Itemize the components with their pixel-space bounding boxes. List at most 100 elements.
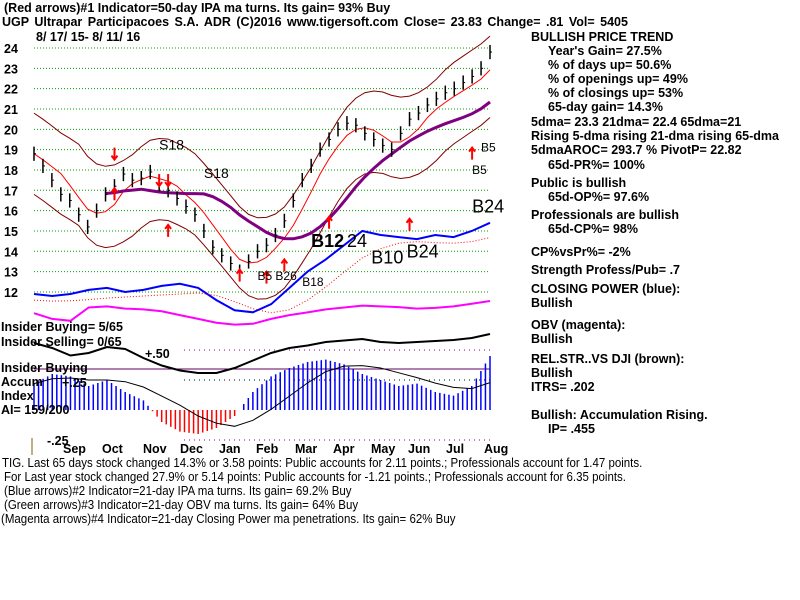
ma-21 bbox=[33, 69, 491, 264]
y-tick-label: 19 bbox=[4, 144, 18, 158]
footer-line-4: (Green arrows)#3 Indicator=21-day OBV ma… bbox=[4, 498, 359, 512]
y-tick-label: 15 bbox=[4, 225, 18, 239]
header-indicator-1: (Red arrows)#1 Indicator=50-day IPA ma t… bbox=[4, 1, 391, 15]
accum-tick-plus50: +.50 bbox=[145, 347, 170, 361]
right-panel-item: % of openings up= 49% bbox=[548, 72, 688, 86]
right-panel-item: Public is bullish bbox=[531, 176, 627, 190]
right-panel-item: 65d-PR%= 100% bbox=[548, 158, 645, 172]
x-tick-label: Nov bbox=[143, 442, 167, 456]
right-panel-item: Bullish: Accumulation Rising. bbox=[531, 408, 708, 422]
signal-label: B5 bbox=[481, 141, 496, 155]
signal-label: S18 bbox=[204, 165, 229, 181]
footer-line-2: For Last year stock changed 27.9% or 5.1… bbox=[4, 470, 626, 484]
ma-65 bbox=[105, 100, 491, 241]
right-panel-item: 65d-OP%= 97.6% bbox=[548, 190, 650, 204]
y-tick-label: 16 bbox=[4, 205, 18, 219]
right-panel-item: 5dmaAROC= 293.7 % PivotP= 22.82 bbox=[531, 143, 742, 157]
signal-label: B18 bbox=[302, 275, 324, 289]
y-tick-label: 18 bbox=[4, 164, 18, 178]
right-panel-item: Bullish bbox=[531, 366, 573, 380]
footer-line-3: (Blue arrows)#2 Indicator=21-day IPA ma … bbox=[4, 484, 352, 498]
right-panel-item: Professionals are bullish bbox=[531, 208, 679, 222]
footer-line-1: TIG. Last 65 days stock changed 14.3% or… bbox=[2, 456, 643, 470]
right-panel-item: Rising 5-dma rising 21-dma rising 65-dma bbox=[531, 129, 779, 143]
right-panel-item: 65-day gain= 14.3% bbox=[548, 100, 663, 114]
right-panel-item: OBV (magenta): bbox=[531, 318, 626, 332]
buy-arrow-head bbox=[262, 269, 271, 277]
right-panel-item: BULLISH PRICE TREND bbox=[531, 30, 674, 44]
y-tick-label: 20 bbox=[4, 123, 18, 137]
date-range: 8/ 17/ 15- 8/ 11/ 16 bbox=[36, 30, 141, 44]
accum-label: Accum bbox=[1, 375, 43, 389]
closing-power-line bbox=[33, 221, 491, 314]
x-tick-label: Apr bbox=[333, 442, 355, 456]
right-panel-item: 5dma= 23.3 21dma= 22.4 65dma=21 bbox=[531, 115, 742, 129]
buy-arrow-head bbox=[468, 145, 476, 153]
upper-band bbox=[33, 35, 491, 219]
right-panel-item: % of closings up= 53% bbox=[548, 86, 684, 100]
signal-label: B24 bbox=[472, 197, 504, 217]
x-tick-label: Jan bbox=[219, 442, 241, 456]
accum-tick-plus25: +.25 bbox=[62, 376, 87, 390]
accum-ma bbox=[33, 365, 491, 427]
x-tick-label: May bbox=[371, 442, 395, 456]
signal-label: B10 bbox=[371, 247, 403, 267]
header-title: UGP Ultrapar Participacoes S.A. ADR (C)2… bbox=[2, 15, 628, 29]
index-label: Index bbox=[1, 389, 34, 403]
right-panel-item: % of days up= 50.6% bbox=[548, 58, 672, 72]
x-tick-label: Sep bbox=[63, 442, 86, 456]
y-tick-label: 12 bbox=[4, 286, 18, 300]
y-tick-label: 23 bbox=[4, 62, 18, 76]
right-panel-item: Bullish bbox=[531, 332, 573, 346]
right-panel-item: Strength Profess/Pub= .7 bbox=[531, 263, 680, 277]
right-panel-item: CLOSING POWER (blue): bbox=[531, 282, 681, 296]
footer-line-5: (Magenta arrows)#4 Indicator=21-day Clos… bbox=[1, 512, 456, 526]
y-tick-label: 21 bbox=[4, 103, 18, 117]
lower-band bbox=[33, 117, 491, 300]
x-tick-label: Feb bbox=[256, 442, 279, 456]
signal-label: 24 bbox=[347, 231, 367, 251]
sell-arrow-head bbox=[164, 181, 172, 188]
obv-line bbox=[33, 300, 491, 326]
signal-label: B24 bbox=[407, 241, 439, 261]
buy-arrow-head bbox=[164, 223, 172, 230]
insider-selling-label: Insider Selling= 0/65 bbox=[1, 335, 122, 349]
right-panel-item: 65d-CP%= 98% bbox=[548, 222, 638, 236]
x-tick-label: Dec bbox=[180, 442, 203, 456]
x-tick-label: Mar bbox=[295, 442, 317, 456]
right-panel-item: REL.STR..VS DJI (brown): bbox=[531, 352, 685, 366]
accum-tick-minus25: -.25 bbox=[47, 434, 69, 448]
x-tick-label: Jun bbox=[408, 442, 430, 456]
right-panel-item: Year's Gain= 27.5% bbox=[548, 44, 662, 58]
insider-buying-label: Insider Buying= 5/65 bbox=[1, 320, 123, 334]
buy-arrow-head bbox=[235, 267, 244, 275]
buy-arrow-head bbox=[325, 215, 333, 222]
right-panel-item: Bullish bbox=[531, 296, 573, 310]
buy-arrow-head bbox=[110, 186, 119, 193]
right-panel-item: CP%vsPr%= -2% bbox=[531, 245, 631, 259]
y-tick-label: 17 bbox=[4, 184, 18, 198]
y-tick-label: 22 bbox=[4, 83, 18, 97]
y-tick-label: 24 bbox=[4, 42, 18, 56]
signal-label: B5 bbox=[472, 163, 487, 177]
insider-buying-line-label: Insider Buying bbox=[1, 361, 88, 375]
x-tick-label: Jul bbox=[446, 442, 464, 456]
buy-arrow-head bbox=[405, 217, 414, 224]
signal-label: B12 bbox=[311, 231, 344, 251]
x-tick-label: Oct bbox=[102, 442, 124, 456]
right-panel-item: IP= .455 bbox=[548, 422, 595, 436]
x-tick-label: Aug bbox=[484, 442, 508, 456]
signal-label: S18 bbox=[159, 137, 184, 153]
sell-arrow-head bbox=[110, 155, 119, 162]
signal-label: B5 bbox=[258, 269, 273, 283]
y-tick-label: 13 bbox=[4, 266, 18, 280]
ai-label: AI= 159/200 bbox=[1, 403, 70, 417]
signal-label: B26 bbox=[275, 269, 297, 283]
sell-arrow-head bbox=[155, 181, 163, 188]
right-panel-item: ITRS= .202 bbox=[531, 380, 595, 394]
buy-arrow-head bbox=[280, 257, 289, 265]
rel-str-line bbox=[33, 333, 491, 374]
y-tick-label: 14 bbox=[4, 245, 18, 259]
